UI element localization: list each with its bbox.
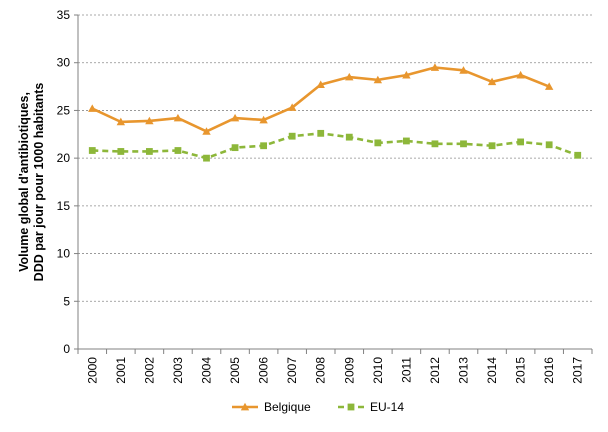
- series-group: [88, 63, 582, 162]
- series-line: [92, 132, 579, 160]
- y-tick-label: 35: [57, 8, 71, 22]
- data-point: [402, 137, 410, 145]
- data-point: [460, 140, 467, 148]
- data-point: [545, 141, 553, 149]
- x-tick-label: 2000: [85, 357, 99, 384]
- data-point: [174, 147, 182, 154]
- data-point: [544, 82, 554, 90]
- data-point: [88, 104, 97, 112]
- data-point: [288, 132, 296, 140]
- data-point: [88, 147, 96, 154]
- data-point: [231, 144, 239, 152]
- legend-label: Belgique: [264, 400, 311, 414]
- y-tick-label: 30: [57, 56, 71, 70]
- data-point: [574, 151, 582, 159]
- data-point: [116, 117, 126, 126]
- x-tick-label: 2014: [485, 357, 499, 384]
- data-point: [517, 138, 525, 146]
- axes: 0 5 10 15 20 25 30 35 2000 2001 2002 2003 2004 2005 20…: [57, 8, 593, 384]
- data-point: [202, 127, 211, 135]
- x-tick-label: 2008: [314, 357, 328, 384]
- x-tick-label: 2002: [142, 357, 156, 384]
- legend-marker: [347, 403, 355, 411]
- y-tick-label: 25: [57, 103, 71, 117]
- x-tick-label: 2016: [542, 357, 556, 384]
- series-line: [91, 66, 550, 133]
- data-point: [260, 142, 268, 150]
- data-point: [373, 75, 383, 84]
- x-tick-label: 2009: [342, 357, 356, 384]
- legend: Belgique EU-14: [232, 400, 404, 414]
- y-tick-label: 15: [57, 199, 71, 213]
- data-point: [487, 77, 497, 86]
- x-tick-label: 2003: [171, 357, 185, 384]
- data-point: [287, 103, 297, 111]
- data-point: [259, 115, 268, 124]
- x-tick-label: 2017: [571, 357, 585, 384]
- data-point: [173, 113, 183, 122]
- legend-item: Belgique: [232, 400, 311, 414]
- data-point: [316, 80, 325, 89]
- x-tick-label: 2010: [371, 357, 385, 384]
- data-point: [317, 129, 325, 137]
- data-point: [117, 148, 125, 155]
- x-tick-label: 2001: [114, 357, 128, 384]
- x-tick-label: 2013: [457, 357, 471, 384]
- x-tick-label: 2005: [228, 357, 242, 384]
- x-tick-label: 2007: [285, 357, 299, 384]
- x-tick-label: 2015: [514, 357, 528, 384]
- data-point: [459, 66, 468, 74]
- data-point: [430, 63, 440, 71]
- x-tick-label: 2011: [399, 357, 413, 383]
- x-tick-label: 2012: [428, 357, 442, 384]
- series-eu-14: [88, 129, 582, 162]
- y-tick-label: 10: [57, 247, 71, 261]
- data-point: [488, 142, 496, 150]
- y-axis-label-line1: Volume global d'antibiotiques,: [17, 92, 31, 272]
- data-point: [203, 154, 210, 162]
- x-tick-label: 2006: [257, 357, 271, 384]
- y-axis-label-line2: DDD par jour pour 1000 habitants: [32, 83, 46, 282]
- series-belgique: [88, 63, 554, 135]
- y-tick-label: 5: [63, 294, 70, 308]
- legend-label: EU-14: [370, 400, 404, 414]
- legend-item: EU-14: [338, 400, 404, 414]
- data-point: [145, 116, 154, 125]
- data-point: [345, 133, 353, 141]
- x-tick-label: 2004: [200, 357, 214, 384]
- data-point: [374, 139, 382, 147]
- data-point: [345, 72, 354, 81]
- data-point: [145, 148, 153, 155]
- legend-marker: [240, 402, 250, 411]
- y-tick-label: 20: [57, 151, 71, 165]
- y-tick-label: 0: [63, 342, 70, 356]
- data-point: [516, 70, 525, 79]
- data-point: [230, 113, 240, 122]
- data-point: [402, 70, 411, 79]
- data-point: [431, 140, 439, 148]
- gridlines: [78, 14, 592, 302]
